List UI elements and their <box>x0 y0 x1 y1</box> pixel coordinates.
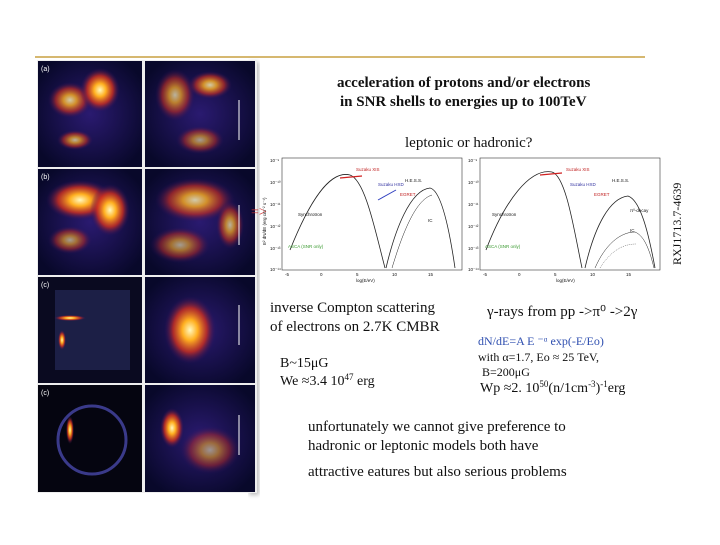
sed-plot-right <box>479 157 661 271</box>
x-tick: -5 <box>285 272 289 277</box>
x-tick: 10 <box>590 272 596 277</box>
text: Wp ≈2. 10 <box>480 381 539 396</box>
hadronic-field: B=200μG <box>482 365 530 379</box>
y-tick: 10⁻¹² <box>468 224 479 229</box>
title-line: in SNR shells to energies up to 100TeV <box>340 94 587 110</box>
y-tick: 10⁻¹² <box>270 224 281 229</box>
conclusion-line: hadronic or leptonic models both have <box>308 438 539 454</box>
panel-label: (c) <box>41 390 49 397</box>
plot-label: H.E.S.S. <box>612 178 629 183</box>
x-tick: 15 <box>428 272 434 277</box>
superscript: -1 <box>600 379 608 389</box>
hadronic-line: γ-rays from pp ->π⁰ ->2γ <box>486 304 638 320</box>
object-name: RXJ1713.7-4639 <box>670 183 684 265</box>
x-tick: 10 <box>392 272 398 277</box>
sed-plot-left <box>281 157 463 271</box>
x-tick: 15 <box>626 272 632 277</box>
superscript: 47 <box>345 372 355 382</box>
plot-label: H.E.S.S. <box>405 178 422 183</box>
plot-label: ASCA (SNR only) <box>485 244 521 249</box>
y-tick: 10⁻¹⁴ <box>270 267 281 272</box>
y-tick: 10⁻¹⁴ <box>468 267 479 272</box>
image-grid <box>37 60 259 495</box>
superscript: 50 <box>539 379 549 389</box>
y-tick: 10⁻¹³ <box>468 246 479 251</box>
x-tick: 0 <box>320 272 323 277</box>
text: erg <box>608 381 626 396</box>
plot-label: Synchrotron <box>492 212 517 217</box>
plot-label: Suzaku XIS <box>356 167 380 172</box>
x-label: log(E/eV) <box>556 278 575 283</box>
plot-label: IC <box>428 218 433 223</box>
leptonic-field: B~15μG <box>280 356 329 371</box>
title-line: acceleration of protons and/or electrons <box>337 75 590 91</box>
leptonic-line: of electrons on 2.7K CMBR <box>270 319 440 335</box>
arrow: => <box>251 205 267 220</box>
text: erg <box>354 374 375 389</box>
x-tick: 5 <box>554 272 557 277</box>
y-tick: 10⁻⁹ <box>270 158 279 163</box>
text: (n/1cm <box>548 381 588 396</box>
conclusion-line: unfortunately we cannot give preference … <box>308 419 566 435</box>
panel-label: (b) <box>41 174 50 181</box>
superscript: -3 <box>588 379 596 389</box>
leptonic-line: inverse Compton scattering <box>270 300 435 316</box>
leptonic-energy: We ≈3.4 1047 erg <box>280 372 375 389</box>
y-tick: 10⁻¹¹ <box>270 202 281 207</box>
y-tick: 10⁻¹⁰ <box>270 180 281 185</box>
hadronic-energy: Wp ≈2. 1050(n/1cm-3)-1erg <box>480 379 625 396</box>
panel-label: (a) <box>41 66 50 73</box>
y-tick: 10⁻¹⁰ <box>468 180 479 185</box>
hadronic-params: with α=1.7, Eo ≈ 25 TeV, <box>478 350 599 364</box>
plot-label: Suzaku XIS <box>566 167 590 172</box>
hadronic-formula: dN/dE=A E ⁻ᵅ exp(-E/Eo) <box>478 334 604 348</box>
plot-label: Suzaku HXD <box>378 182 405 187</box>
conclusion-line: attractive eatures but also serious prob… <box>308 464 567 480</box>
x-label: log(E/eV) <box>356 278 375 283</box>
text: ) <box>596 381 601 396</box>
y-tick: 10⁻¹³ <box>270 246 281 251</box>
plot-label: IC <box>630 228 635 233</box>
plot-label: Suzaku HXD <box>570 182 597 187</box>
plot-label: Synchrotron <box>298 212 323 217</box>
panel-label: (c) <box>41 282 49 289</box>
plot-label: ASCA (SNR only) <box>288 244 324 249</box>
x-tick: 0 <box>518 272 521 277</box>
x-tick: 5 <box>356 272 359 277</box>
y-tick: 10⁻¹¹ <box>468 202 479 207</box>
y-label: E² dN/dE (erg cm⁻² s⁻¹) <box>262 197 267 245</box>
question: leptonic or hadronic? <box>405 135 533 151</box>
y-tick: 10⁻⁹ <box>468 158 477 163</box>
plot-label: π⁰-decay <box>630 208 649 213</box>
plot-label: EGRET <box>400 192 416 197</box>
plot-label: EGRET <box>594 192 610 197</box>
text: We ≈3.4 10 <box>280 374 345 389</box>
x-tick: -5 <box>483 272 487 277</box>
